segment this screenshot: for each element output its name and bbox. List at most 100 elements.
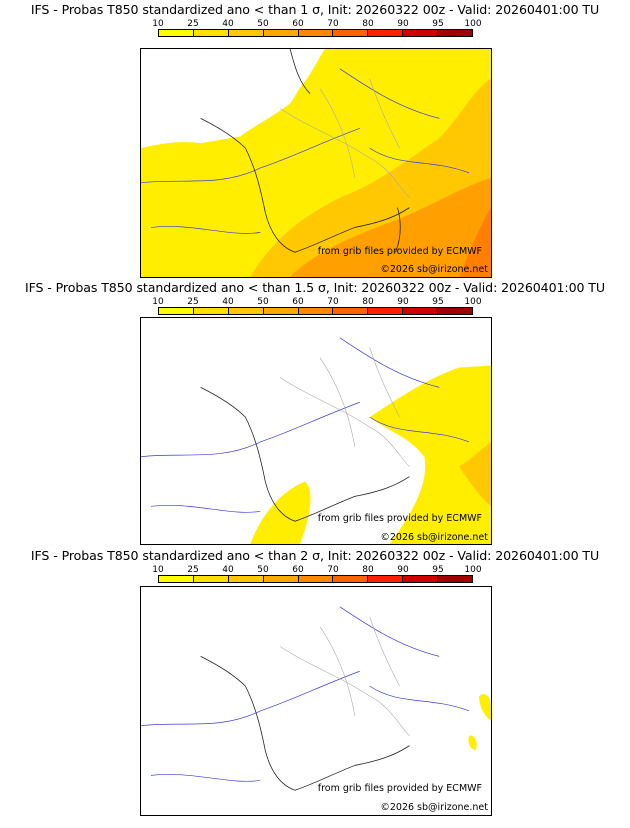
- border: [280, 616, 410, 736]
- map-panel-3: IFS - Probas T850 standardized ano < tha…: [0, 548, 630, 818]
- panel-title: IFS - Probas T850 standardized ano < tha…: [30, 2, 600, 17]
- colorbar-label: 80: [362, 19, 374, 29]
- coastline: [200, 387, 410, 522]
- colorbar: [158, 29, 473, 37]
- coastline: [289, 49, 401, 253]
- colorbar-swatch: [368, 30, 404, 36]
- colorbar-swatch: [403, 308, 439, 314]
- colorbar-label: 25: [187, 19, 199, 29]
- colorbar-label: 70: [327, 19, 339, 29]
- colorbar-label: 50: [257, 19, 269, 29]
- colorbar-label: 80: [362, 297, 374, 307]
- colorbar-label: 100: [464, 565, 482, 575]
- map-panel-1: IFS - Probas T850 standardized ano < tha…: [0, 2, 630, 278]
- colorbar-swatch: [193, 30, 229, 36]
- colorbar-swatch: [193, 576, 229, 582]
- colorbar-swatch: [403, 576, 439, 582]
- colorbar-label: 70: [327, 297, 339, 307]
- border: [280, 347, 410, 467]
- colorbar-label: 80: [362, 565, 374, 575]
- map-svg: [141, 49, 491, 277]
- river: [141, 337, 470, 513]
- colorbar-swatch: [368, 576, 404, 582]
- panel-title: IFS - Probas T850 standardized ano < tha…: [30, 548, 600, 563]
- colorbar-swatch: [228, 308, 264, 314]
- coastline: [200, 118, 410, 253]
- colorbar-label: 70: [327, 565, 339, 575]
- colorbar-swatch: [333, 308, 369, 314]
- credit-note: ©2026 sb@irizone.net: [380, 532, 488, 543]
- colorbar-labels: 10 25 40 50 60 70 80 90 95 100: [152, 297, 482, 307]
- colorbar-labels: 10 25 40 50 60 70 80 90 95 100: [152, 19, 482, 29]
- colorbar-label: 10: [152, 297, 164, 307]
- prob-shading-top: [459, 207, 491, 277]
- colorbar-swatch: [438, 30, 473, 36]
- colorbar-label: 25: [187, 297, 199, 307]
- colorbar-label: 95: [432, 297, 444, 307]
- map-panel-2: IFS - Probas T850 standardized ano < tha…: [0, 280, 630, 546]
- colorbar-label: 40: [222, 565, 234, 575]
- colorbar-label: 40: [222, 19, 234, 29]
- colorbar-label: 100: [464, 297, 482, 307]
- colorbar-label: 90: [397, 19, 409, 29]
- colorbar-swatch: [263, 30, 299, 36]
- colorbar-swatch: [298, 576, 334, 582]
- colorbar-swatch: [193, 308, 229, 314]
- map-frame: [140, 586, 492, 816]
- colorbar-label: 60: [292, 565, 304, 575]
- map-frame: [140, 48, 492, 278]
- colorbar-label: 90: [397, 297, 409, 307]
- map-svg: [141, 606, 491, 791]
- credit-note: ©2026 sb@irizone.net: [380, 802, 488, 813]
- panel-title: IFS - Probas T850 standardized ano < tha…: [24, 280, 606, 295]
- river: [141, 68, 470, 234]
- colorbar-swatch: [228, 30, 264, 36]
- colorbar-swatch: [333, 576, 369, 582]
- prob-shading-mid: [459, 441, 491, 507]
- colorbar-label: 90: [397, 565, 409, 575]
- prob-shading-low: [468, 735, 477, 751]
- colorbar-label: 40: [222, 297, 234, 307]
- colorbar-swatch: [438, 308, 473, 314]
- colorbar-swatch: [298, 30, 334, 36]
- source-note: from grib files provided by ECMWF: [317, 783, 482, 794]
- colorbar-swatch: [368, 308, 404, 314]
- prob-shading-clear: [141, 49, 320, 149]
- colorbar-label: 50: [257, 297, 269, 307]
- prob-shading-high: [290, 177, 491, 277]
- colorbar-swatch: [159, 308, 194, 314]
- colorbar-label: 95: [432, 565, 444, 575]
- colorbar-swatch: [333, 30, 369, 36]
- river: [141, 606, 470, 782]
- source-note: from grib files provided by ECMWF: [317, 513, 482, 524]
- source-note: from grib files provided by ECMWF: [317, 246, 482, 257]
- colorbar-swatch: [298, 308, 334, 314]
- colorbar-label: 95: [432, 19, 444, 29]
- prob-shading-low: [250, 481, 311, 544]
- colorbar-label: 25: [187, 565, 199, 575]
- colorbar: [158, 307, 473, 315]
- colorbar-label: 10: [152, 19, 164, 29]
- colorbar-swatch: [263, 308, 299, 314]
- coastline: [200, 656, 410, 791]
- colorbar-swatch: [228, 576, 264, 582]
- colorbar-labels: 10 25 40 50 60 70 80 90 95 100: [152, 565, 482, 575]
- colorbar-swatch: [263, 576, 299, 582]
- border: [280, 78, 410, 198]
- colorbar-swatch: [438, 576, 473, 582]
- map-frame: [140, 317, 492, 545]
- colorbar-swatch: [403, 30, 439, 36]
- map-svg: [141, 337, 491, 544]
- credit-note: ©2026 sb@irizone.net: [380, 264, 488, 275]
- colorbar-label: 50: [257, 565, 269, 575]
- colorbar-label: 60: [292, 297, 304, 307]
- prob-shading-low: [369, 365, 491, 544]
- colorbar-label: 60: [292, 19, 304, 29]
- colorbar-swatch: [159, 30, 194, 36]
- colorbar-label: 100: [464, 19, 482, 29]
- colorbar: [158, 575, 473, 583]
- colorbar-swatch: [159, 576, 194, 582]
- prob-shading-low: [479, 694, 491, 721]
- colorbar-label: 10: [152, 565, 164, 575]
